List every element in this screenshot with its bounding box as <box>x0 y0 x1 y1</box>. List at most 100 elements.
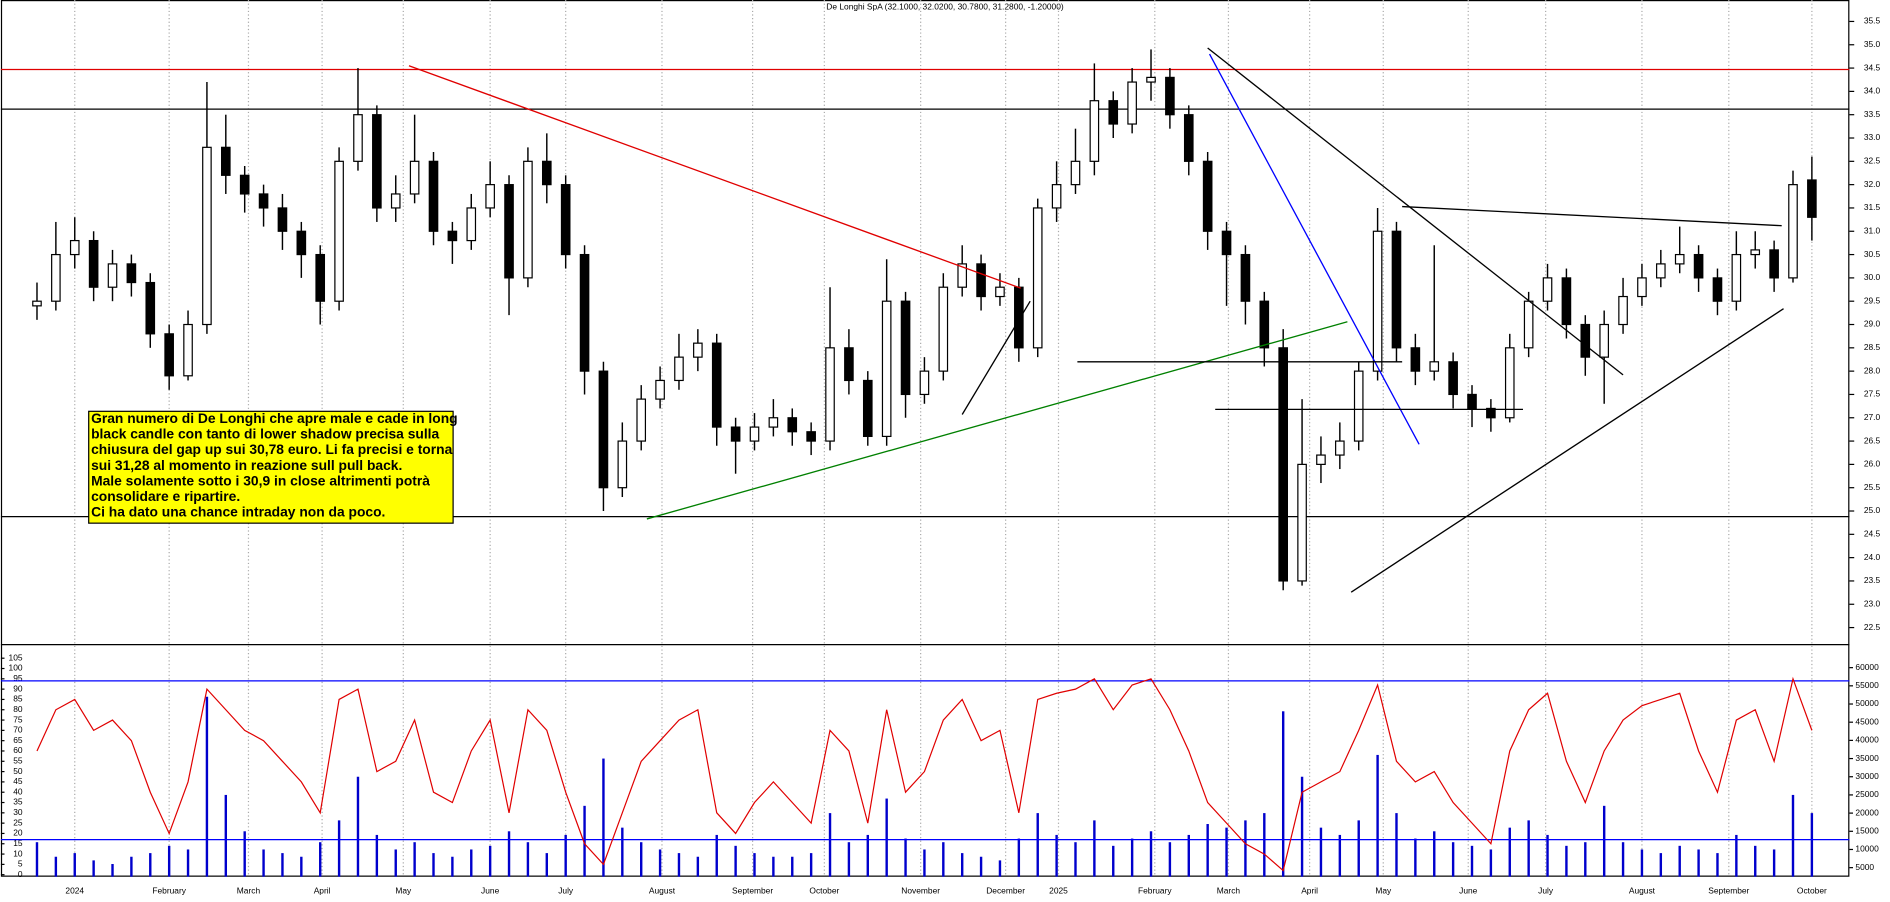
y-tick-label: 45 <box>13 776 23 786</box>
x-tick-label: September <box>732 885 773 895</box>
candle-body <box>51 253 61 302</box>
x-tick-label: May <box>1375 885 1392 895</box>
candle-body <box>1070 160 1081 186</box>
candle-body <box>1032 207 1043 349</box>
oscillator-line <box>36 676 1813 872</box>
volume-bar <box>1300 776 1304 877</box>
y-tick-label: 0 <box>18 869 23 879</box>
volume-bar <box>885 798 888 877</box>
volume-bar <box>73 853 76 877</box>
candle-body <box>145 281 156 335</box>
volume-bar <box>1263 813 1266 877</box>
candle-body <box>1674 253 1685 265</box>
y2-tick-label: 40000 <box>1855 735 1879 745</box>
candle-body <box>1618 295 1628 326</box>
candle-body <box>1599 323 1609 358</box>
candle-body <box>1278 347 1289 582</box>
volume-bar <box>998 860 1002 877</box>
y-tick-label: 100 <box>9 663 23 673</box>
candle-body <box>1656 263 1666 279</box>
volume-bar <box>1093 820 1096 877</box>
candle-body <box>1335 440 1345 456</box>
volume-bar <box>526 842 530 877</box>
y-tick-label: 40 <box>13 786 23 796</box>
volume-bar <box>1678 845 1681 877</box>
y2-tick-label: 5000 <box>1855 862 1874 872</box>
candle-body <box>1580 323 1591 358</box>
annotation-text: Male solamente sotto i 30,9 in close alt… <box>91 472 430 488</box>
candle-body <box>1372 230 1383 372</box>
volume-bar <box>186 849 190 877</box>
volume-bar <box>1338 834 1342 877</box>
annotation-text: sui 31,28 al momento in reazione sull pu… <box>91 457 402 473</box>
volume-bar <box>1697 849 1700 877</box>
y-tick-label: 31.0 <box>1864 225 1881 235</box>
candle-body <box>1146 76 1156 83</box>
candle-body <box>504 184 514 279</box>
y-tick-label: 20 <box>13 828 23 838</box>
volume-bar <box>1244 820 1247 877</box>
candle-body <box>183 323 193 377</box>
volume-bar <box>696 856 700 877</box>
volume-bar <box>866 834 869 877</box>
volume-bar <box>1357 820 1360 877</box>
y2-tick-label: 50000 <box>1855 698 1879 708</box>
y2-tick-label: 60000 <box>1855 662 1879 672</box>
trend-line <box>1402 205 1782 227</box>
candle-body <box>730 426 741 442</box>
candle-body <box>1051 184 1062 209</box>
y-tick-label: 31.5 <box>1864 202 1881 212</box>
trend-line <box>1208 53 1420 445</box>
candle-body <box>1807 179 1817 218</box>
volume-bar <box>35 842 39 877</box>
annotation-text: Gran numero di De Longhi che apre male e… <box>91 410 458 426</box>
y-tick-label: 26.0 <box>1864 459 1881 469</box>
y-tick-label: 33.5 <box>1864 109 1881 119</box>
candle-body <box>1297 463 1307 582</box>
y-tick-label: 33.0 <box>1864 132 1881 142</box>
volume-bar <box>432 853 435 877</box>
volume-bar <box>413 842 416 877</box>
volume-bar <box>375 834 379 877</box>
volume-bar <box>809 853 813 877</box>
candle-body <box>1127 81 1137 125</box>
candle-body <box>202 146 212 326</box>
candle-body <box>126 263 137 284</box>
x-tick-label: 2025 <box>1049 885 1068 895</box>
candle-body <box>1712 277 1723 302</box>
volume-bar <box>734 845 737 877</box>
y-tick-label: 30 <box>13 807 23 817</box>
candle-body <box>315 253 326 302</box>
x-tick-label: October <box>1797 885 1827 895</box>
candle-body <box>1259 300 1270 349</box>
candle-body <box>220 146 231 176</box>
candle-body <box>1391 230 1402 349</box>
volume-bar <box>167 845 171 877</box>
x-tick-label: April <box>314 885 331 895</box>
candle-body <box>485 184 495 209</box>
candle-body <box>372 114 382 209</box>
volume-bar <box>640 842 643 877</box>
y2-tick-label: 30000 <box>1855 771 1879 781</box>
candle-body <box>862 379 873 438</box>
candle-body <box>919 370 930 396</box>
volume-bar <box>1187 834 1190 877</box>
volume-bar <box>1017 838 1021 877</box>
volume-bar <box>1470 845 1474 877</box>
candle-body <box>1240 253 1251 302</box>
candle-body <box>1467 393 1477 410</box>
candle-body <box>768 417 779 428</box>
volume-bar <box>111 864 114 877</box>
y-tick-label: 27.5 <box>1864 389 1881 399</box>
annotation-box <box>88 410 454 524</box>
volume-bar <box>262 849 265 877</box>
volume-bar <box>356 776 360 877</box>
x-tick-label: November <box>901 885 940 895</box>
candle-body <box>1731 253 1742 302</box>
volume-bar <box>791 856 794 877</box>
volume-bar <box>300 856 303 877</box>
candle-body <box>976 263 986 298</box>
volume-bar <box>1225 827 1228 877</box>
candle-body <box>409 160 420 195</box>
candle-body <box>69 239 80 256</box>
